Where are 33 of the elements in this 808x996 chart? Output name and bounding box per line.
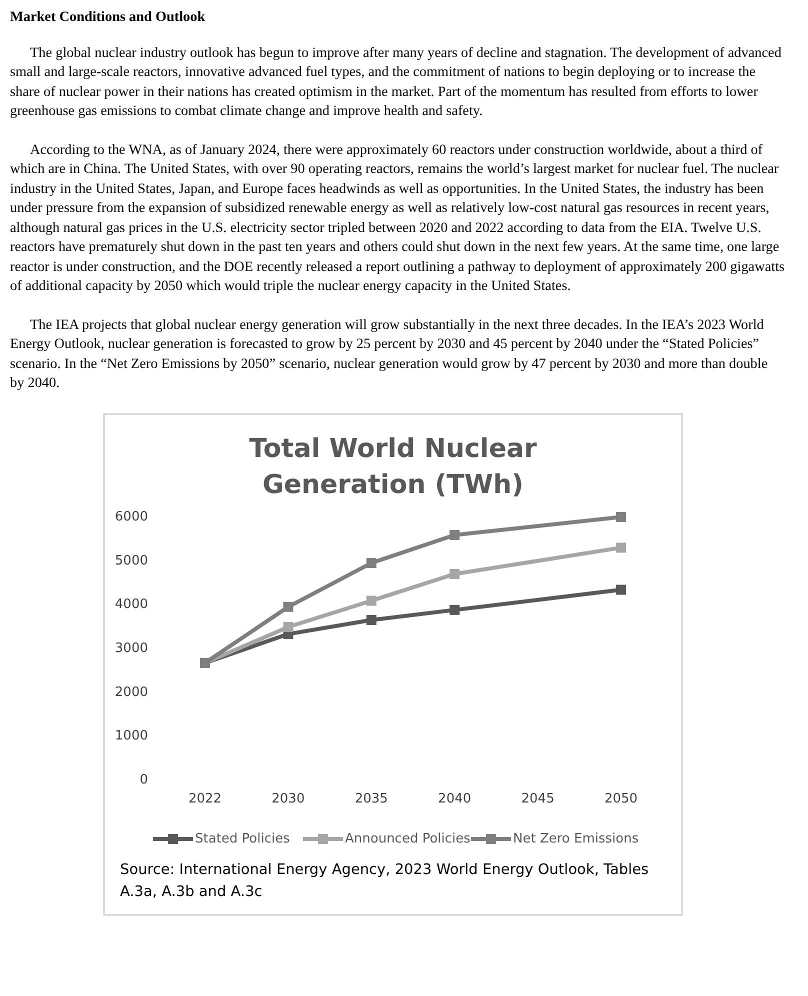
- chart-title: Total World Nuclear Generation (TWh): [248, 432, 538, 502]
- x-tick-label: 2045: [521, 791, 554, 806]
- y-tick-label: 6000: [114, 509, 148, 524]
- point: [450, 604, 460, 614]
- y-tick-label: 2000: [114, 684, 148, 700]
- y-tick-label: 0: [140, 772, 148, 788]
- point: [616, 512, 626, 522]
- y-tick-label: 5000: [114, 552, 148, 568]
- legend-label: Announced Policies: [345, 831, 471, 846]
- point: [366, 558, 376, 568]
- x-tick-label: 2040: [438, 791, 472, 806]
- x-tick-label: 2050: [604, 791, 638, 806]
- point: [366, 595, 376, 606]
- y-tick-label: 3000: [114, 640, 148, 656]
- text: Market Conditions and Outlook: [10, 8, 206, 27]
- y-tick-label: 1000: [114, 728, 148, 744]
- x-tick-label: 2022: [188, 791, 222, 806]
- legend-label: Net Zero Emissions: [513, 831, 639, 846]
- point: [450, 568, 460, 578]
- y-tick-label: 4000: [114, 596, 148, 612]
- point: [450, 529, 460, 540]
- point: [283, 622, 294, 632]
- x-tick-label: 2035: [354, 791, 388, 806]
- source-note: Source: International Energy Agency, 2023 World Energy Outlook, Tables A.3a, A.3b and A.3c: [120, 860, 650, 902]
- x-tick-label: 2030: [272, 791, 305, 806]
- point: [616, 542, 626, 552]
- text: According to the WNA, as of January 2024, there were approximately 60 reactors under construction worldwide, about a third of which are in China. The United States, with over 90 operating reactors, remains the world’s largest market for nuclear fuel. The nuclear industry in the United States, Japan, and Europe faces headwinds as well as opportunities. In the United States, the industry has been under pressure from the expansion of subsidized renewable energy as well as relatively low-cost natural gas resources in recent years, although natural gas prices in the U.S. electricity sector tripled between 2020 and 2022 according to data from the EIA. Twelve U.S. reactors have prematurely shut down in the past ten years and others could shut down in the next few years. At the same time, one large reactor is under construction, and the DOE recently released a report outlining a pathway to deployment of approximately 200 gigawatts of additional capacity by 2050 which would triple the nuclear energy capacity in the United States.: [10, 140, 785, 296]
- text: The global nuclear industry outlook has begun to improve after many years of decline and stagnation. The development of advanced small and large-scale reactors, innovative advanced fuel types, and the commitment of nations to begin deploying or to increase the share of nuclear power in their nations has created optimism in the market. Part of the momentum has resulted from efforts to lower greenhouse gas emissions to combat climate change and improve health and safety.: [10, 44, 782, 121]
- point: [616, 584, 626, 594]
- legend-label: Stated Policies: [195, 831, 290, 846]
- point: [283, 601, 294, 612]
- point: [366, 614, 376, 625]
- text: The IEA projects that global nuclear energy generation will grow substantially in the next three decades. In the IEA’s 2023 World Energy Outlook, nuclear generation is forecasted to grow by 25 percent by 2030 and 45 percent by 2040 under the “Stated Policies” scenario. In the “Net Zero Emissions by 2050” scenario, nuclear generation would grow by 47 percent by 2030 and more than double by 2040.: [10, 316, 769, 393]
